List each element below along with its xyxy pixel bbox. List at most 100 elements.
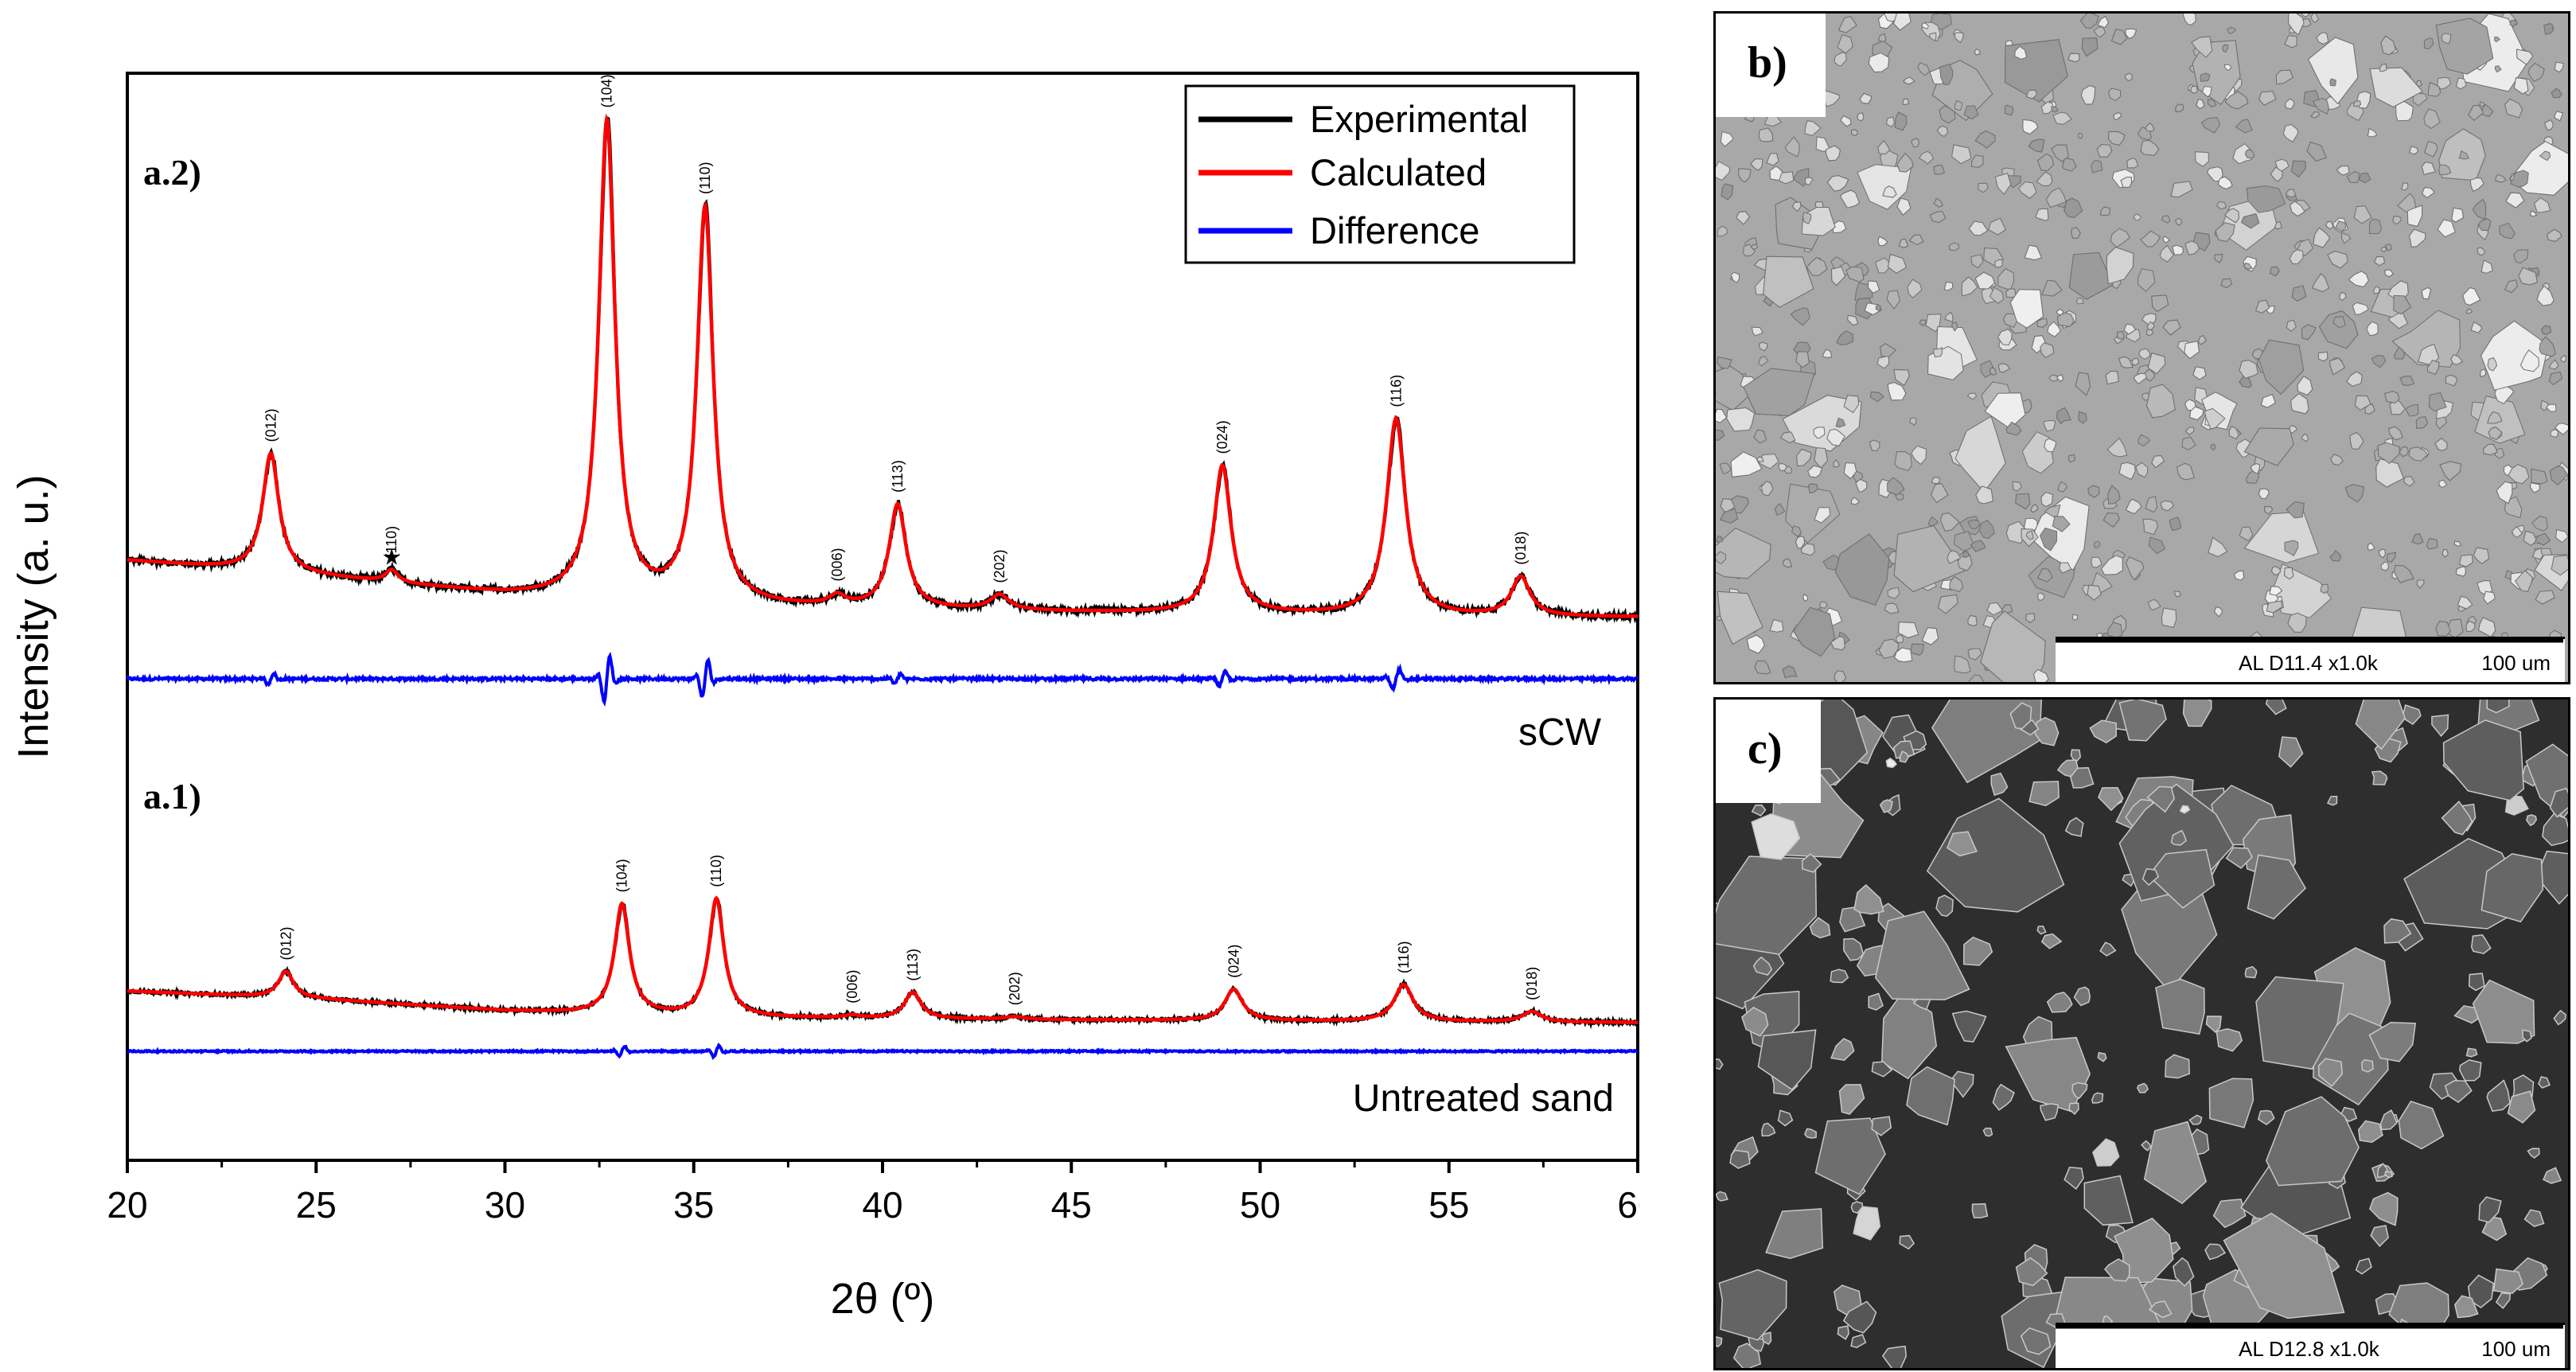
sem-particle (1962, 550, 1970, 558)
sem-particle (1896, 152, 1914, 173)
sem-particle (2364, 403, 2375, 415)
sem-particle (2014, 45, 2028, 60)
sem-particle (1717, 356, 1732, 369)
sem-particle (2005, 288, 2017, 298)
sem-particle (2554, 61, 2564, 73)
sem-particle (2393, 564, 2414, 584)
sem-particle (1899, 1234, 1915, 1250)
sem-particle (2278, 736, 2304, 768)
sem-particle (2135, 462, 2149, 478)
sem-particle (2056, 374, 2064, 383)
sem-particle (1887, 381, 1907, 401)
sem-particle (2549, 787, 2568, 818)
sem-particle (2046, 992, 2073, 1013)
sem-particle (2208, 1078, 2254, 1128)
sem-particle (1948, 242, 1960, 251)
sem-particle (2005, 421, 2022, 436)
sem-particle (2247, 854, 2307, 920)
sem-particle (2092, 1138, 2120, 1167)
sem-particle (2123, 323, 2137, 335)
sem-particle (2200, 72, 2211, 82)
sem-particle (1885, 757, 1897, 769)
sem-particle (1716, 161, 1731, 181)
sem-particle (1893, 368, 1910, 387)
sem-particle (2488, 427, 2503, 440)
sem-particle (1954, 99, 1963, 111)
sem-particle (2375, 458, 2405, 488)
sem-particle (2494, 36, 2500, 43)
sem-particle (2380, 35, 2396, 56)
sem-particle (2009, 702, 2032, 730)
sem-particle (1843, 395, 1860, 414)
sem-particle (2217, 176, 2233, 189)
sem-particle (2494, 65, 2502, 73)
sem-particle (2332, 316, 2346, 329)
sem-particle (1716, 536, 1724, 543)
sem-particle (2227, 26, 2237, 34)
sem-particle (2373, 255, 2386, 267)
sem-particle (2025, 530, 2034, 540)
sem-particle (2246, 185, 2286, 213)
sem-particle (2265, 700, 2287, 715)
sem-particle (1809, 917, 1831, 939)
sem-particle (1978, 519, 1995, 540)
sem-particle (2529, 210, 2538, 217)
sem-particle (2125, 498, 2142, 514)
sem-particle (1896, 634, 1904, 644)
sem-particle (2313, 227, 2331, 248)
sem-particle (1736, 211, 1751, 225)
sem-particle (2133, 372, 2147, 384)
sem-particle (2389, 399, 2406, 415)
sem-particle (1814, 507, 1831, 524)
sem-particle (1791, 525, 1802, 538)
sem-particle (1968, 674, 1985, 682)
sem-particle (2117, 330, 2126, 341)
sem-particle (2538, 1076, 2551, 1089)
sem-particle (2352, 302, 2369, 315)
sem-particle (1967, 615, 1978, 627)
sem-particle (2282, 123, 2299, 142)
sem-particle (2040, 527, 2057, 552)
sem-particle (2184, 240, 2200, 255)
sem-particle (1732, 1343, 1762, 1368)
sem-particle (2043, 419, 2056, 432)
sem-particle (2189, 406, 2204, 421)
sem-particle (1837, 1325, 1849, 1340)
x-tick-label: 50 (1240, 1184, 1280, 1226)
sem-particle (2526, 814, 2538, 827)
sem-particle (2145, 496, 2158, 513)
sem-particle (2406, 205, 2423, 227)
sem-particle (1989, 286, 2005, 304)
sem-particle (2481, 103, 2494, 117)
sem-particle (2200, 117, 2221, 134)
sem-particle (1843, 937, 1865, 961)
scale-bar-line (2056, 1325, 2563, 1329)
sem-particle (1853, 1206, 1881, 1241)
sem-particle (2553, 1009, 2566, 1026)
sem-particle (1927, 516, 1939, 527)
sem-scale-bar-c: AL D12.8 x1.0k 100 um (2056, 1323, 2565, 1368)
sem-particle (1751, 804, 1767, 817)
sem-particle (2099, 206, 2110, 216)
sem-particle (2439, 461, 2462, 481)
sem-particle (2435, 621, 2451, 637)
sem-particle (2531, 516, 2548, 532)
sem-particle (2468, 972, 2485, 992)
sem-particle (2258, 339, 2305, 395)
sem-particle (1857, 112, 1865, 122)
sem-particle (2421, 286, 2431, 300)
peak-label: (202) (992, 549, 1007, 583)
sem-particle (2529, 481, 2540, 493)
sem-particle (1804, 120, 1822, 136)
sem-particle (2516, 49, 2534, 65)
sem-particle (1898, 238, 1909, 248)
sem-particle (2151, 455, 2165, 469)
sem-particle (2406, 403, 2419, 417)
sem-particle (2465, 309, 2473, 314)
sem-particle (1835, 417, 1846, 428)
sem-particle (2441, 800, 2473, 836)
sem-particle (1795, 351, 1810, 368)
sem-particle (2369, 1191, 2399, 1226)
sem-particle (2056, 312, 2075, 327)
sem-particle (1970, 540, 1986, 552)
